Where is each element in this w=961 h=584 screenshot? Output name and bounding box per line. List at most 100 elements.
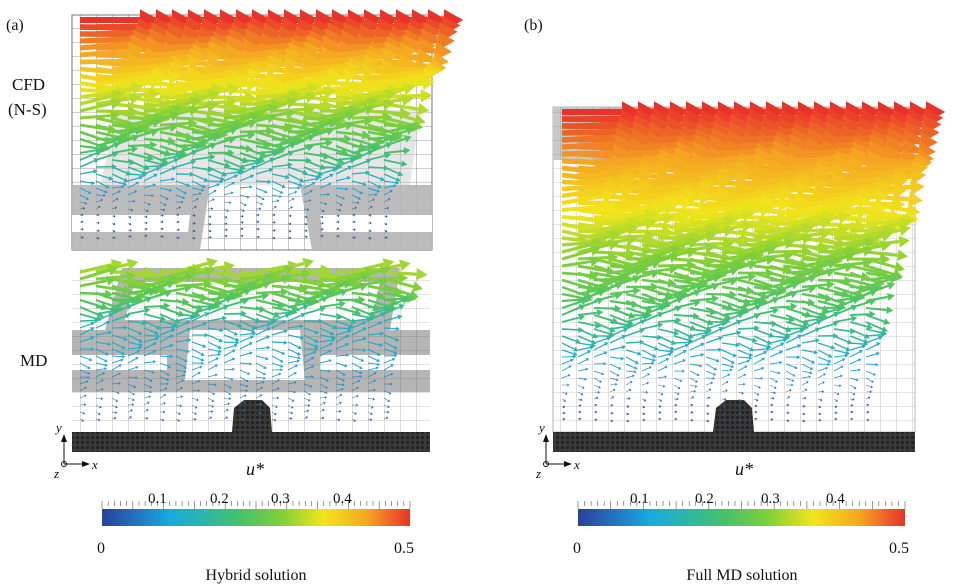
velocity-arrow <box>689 344 702 351</box>
velocity-arrow <box>561 419 564 421</box>
velocity-arrowhead <box>243 203 247 207</box>
velocity-arrowhead <box>251 165 257 171</box>
velocity-arrowhead <box>98 412 101 416</box>
velocity-arrow <box>641 236 677 248</box>
velocity-arrow <box>143 390 150 393</box>
velocity-arrow <box>721 342 736 346</box>
velocity-arrowhead <box>622 327 629 333</box>
colorbar-a: 0.1 0.2 0.3 0.4 0 0.5 <box>97 491 414 557</box>
velocity-arrowhead <box>145 221 148 225</box>
velocity-arrow <box>609 314 629 324</box>
velocity-arrow <box>657 419 660 421</box>
velocity-arrow <box>79 152 97 161</box>
velocity-arrow <box>769 398 773 400</box>
velocity-arrowhead <box>208 229 212 233</box>
velocity-arrow <box>625 258 655 268</box>
velocity-arrow <box>705 314 725 322</box>
velocity-arrowhead <box>311 357 315 360</box>
velocity-arrowhead <box>136 350 141 354</box>
velocity-arrow <box>351 318 367 322</box>
velocity-arrow <box>351 180 364 185</box>
velocity-arrow <box>367 373 375 378</box>
velocity-arrow <box>143 376 151 381</box>
velocity-arrow <box>175 282 204 288</box>
velocity-arrow <box>383 397 389 401</box>
velocity-arrowhead <box>199 365 203 369</box>
velocity-arrowhead <box>650 269 660 279</box>
velocity-arrowhead <box>835 411 838 415</box>
velocity-arrowhead <box>615 382 618 386</box>
velocity-arrowhead <box>166 378 170 382</box>
velocity-arrowhead <box>360 272 371 282</box>
velocity-arrow <box>239 162 256 168</box>
velocity-arrow <box>577 321 596 327</box>
velocity-arrow <box>367 389 374 392</box>
velocity-arrow <box>223 390 230 394</box>
velocity-arrowhead <box>149 385 152 389</box>
velocity-arrow <box>127 327 140 334</box>
velocity-arrowhead <box>283 329 288 334</box>
velocity-arrow <box>705 250 738 263</box>
velocity-arrow <box>833 391 838 395</box>
velocity-arrow <box>223 403 229 406</box>
velocity-arrow <box>127 341 140 346</box>
velocity-arrowhead <box>291 399 295 402</box>
velocity-arrow <box>753 187 798 199</box>
velocity-arrowhead <box>120 358 124 362</box>
velocity-arrowhead <box>183 365 187 369</box>
velocity-arrowhead <box>161 418 165 422</box>
velocity-arrowhead <box>263 365 267 369</box>
velocity-arrow <box>785 214 824 226</box>
velocity-arrowhead <box>397 314 403 320</box>
velocity-arrow <box>319 350 330 357</box>
velocity-arrow <box>127 66 171 79</box>
velocity-arrow <box>127 347 139 350</box>
velocity-arrow <box>833 355 845 358</box>
velocity-arrowhead <box>779 350 784 355</box>
velocity-arrow <box>207 166 223 175</box>
velocity-arrow <box>319 390 326 393</box>
velocity-arrowhead <box>138 175 143 180</box>
velocity-arrowhead <box>797 334 803 340</box>
velocity-arrowhead <box>132 403 135 407</box>
velocity-arrow <box>609 336 623 344</box>
velocity-arrowhead <box>203 312 210 317</box>
velocity-arrowhead <box>84 201 88 205</box>
velocity-arrowhead <box>421 76 435 91</box>
velocity-arrow <box>111 191 119 196</box>
velocity-arrow <box>383 373 392 378</box>
velocity-arrowhead <box>699 364 703 368</box>
velocity-arrowhead <box>620 356 625 361</box>
velocity-arrow <box>95 116 127 127</box>
velocity-arrowhead <box>249 185 253 189</box>
velocity-arrowhead <box>196 198 199 201</box>
velocity-arrow <box>673 391 678 394</box>
velocity-arrowhead <box>279 359 284 363</box>
velocity-arrowhead <box>164 203 167 206</box>
velocity-arrowhead <box>738 405 742 409</box>
velocity-arrow <box>351 115 383 120</box>
velocity-arrowhead <box>178 206 181 210</box>
velocity-arrow <box>271 418 275 421</box>
velocity-arrow <box>753 321 773 325</box>
velocity-arrowhead <box>145 215 148 219</box>
velocity-arrow <box>207 353 219 357</box>
velocity-arrowhead <box>284 313 291 319</box>
velocity-arrowhead <box>619 183 635 199</box>
velocity-arrowhead <box>131 134 140 142</box>
velocity-arrow <box>159 336 171 343</box>
velocity-arrow <box>79 306 99 316</box>
velocity-arrow <box>367 404 372 408</box>
velocity-arrow <box>817 398 821 401</box>
velocity-arrow <box>609 363 619 369</box>
velocity-arrow <box>319 235 322 238</box>
velocity-arrow <box>849 391 854 395</box>
velocity-arrow <box>79 170 94 175</box>
velocity-arrowhead <box>188 105 200 117</box>
velocity-arrowhead <box>573 351 578 356</box>
velocity-arrowhead <box>130 298 138 305</box>
velocity-arrowhead <box>670 339 677 345</box>
velocity-arrowhead <box>112 151 119 158</box>
velocity-arrow <box>319 320 334 328</box>
velocity-arrow <box>287 306 305 315</box>
